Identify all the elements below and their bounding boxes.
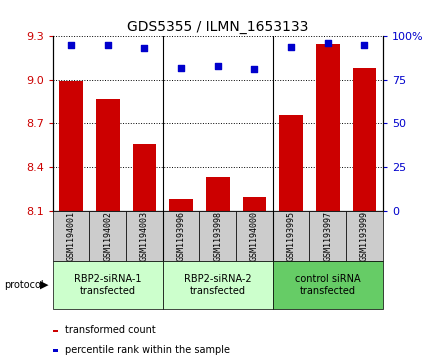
Point	[104, 42, 111, 48]
Bar	[169, 199, 193, 211]
Text: percentile rank within the sample: percentile rank within the sample	[65, 345, 230, 355]
Text: GSM1194001: GSM1194001	[66, 211, 76, 261]
Text: RBP2-siRNA-2
transfected: RBP2-siRNA-2 transfected	[184, 274, 252, 296]
Bar	[132, 144, 156, 211]
Point	[361, 42, 368, 48]
Bar	[352, 68, 376, 211]
Point	[251, 66, 258, 72]
Text: protocol: protocol	[4, 280, 44, 290]
Bar	[279, 115, 303, 211]
Bar	[206, 177, 230, 211]
Bar	[316, 44, 340, 211]
Text: GSM1193997: GSM1193997	[323, 211, 332, 261]
Text: control siRNA
transfected: control siRNA transfected	[295, 274, 361, 296]
Text: ▶: ▶	[40, 280, 48, 290]
Bar	[59, 81, 83, 211]
Text: GSM1194000: GSM1194000	[250, 211, 259, 261]
Text: GSM1193998: GSM1193998	[213, 211, 222, 261]
Bar	[199, 211, 236, 261]
Point	[214, 63, 221, 69]
Bar	[236, 211, 273, 261]
Bar	[163, 211, 199, 261]
Bar	[242, 197, 266, 211]
Bar	[273, 261, 383, 309]
Bar	[96, 99, 120, 211]
Bar	[273, 211, 309, 261]
Bar	[53, 261, 163, 309]
Text: RBP2-siRNA-1
transfected: RBP2-siRNA-1 transfected	[74, 274, 142, 296]
Point	[324, 40, 331, 46]
Text: GSM1194002: GSM1194002	[103, 211, 112, 261]
Point	[288, 44, 295, 50]
Bar	[89, 211, 126, 261]
Text: transformed count: transformed count	[65, 325, 155, 335]
Title: GDS5355 / ILMN_1653133: GDS5355 / ILMN_1653133	[127, 20, 308, 34]
Text: GSM1194003: GSM1194003	[140, 211, 149, 261]
Bar	[126, 211, 163, 261]
Text: GSM1193996: GSM1193996	[176, 211, 186, 261]
Bar	[346, 211, 383, 261]
Point	[141, 46, 148, 52]
Bar	[163, 261, 273, 309]
Text: GSM1193999: GSM1193999	[360, 211, 369, 261]
Text: GSM1193995: GSM1193995	[286, 211, 296, 261]
Bar	[53, 211, 89, 261]
Point	[178, 65, 185, 70]
Point	[68, 42, 75, 48]
Bar	[309, 211, 346, 261]
